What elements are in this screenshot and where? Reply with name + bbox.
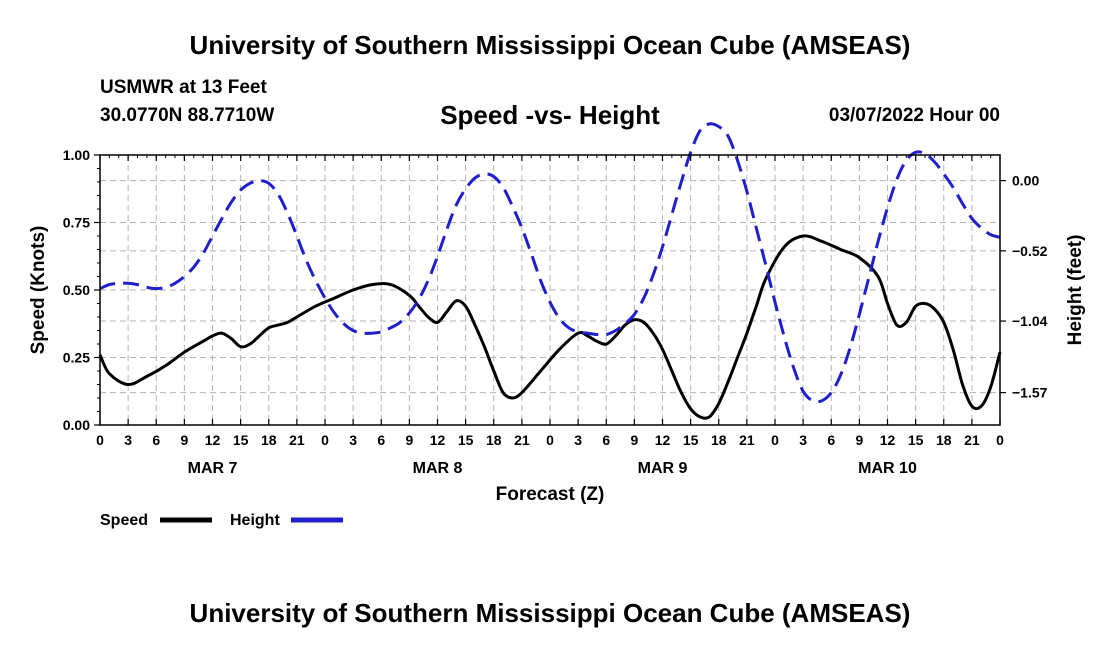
x-tick-label: 3: [124, 432, 132, 448]
x-tick-label: 6: [152, 432, 160, 448]
axes: 0 3 6 9 12 15 18 21 0 3 6 9 12 15 18 21 0 3 6 9 12 15 18 21 0 3 6 9…: [63, 147, 1048, 477]
y-tick-label-right: 0.00: [1012, 173, 1039, 189]
y-tick-label-right: −0.52: [1012, 243, 1048, 259]
x-tick-label: 0: [996, 432, 1004, 448]
day-label: MAR 10: [858, 460, 917, 477]
x-tick-label: 12: [655, 432, 671, 448]
x-tick-label: 0: [771, 432, 779, 448]
footer-title: University of Southern Mississippi Ocean…: [189, 598, 911, 628]
x-tick-label: 3: [349, 432, 357, 448]
series-layer: [98, 122, 1002, 420]
x-tick-label: 3: [574, 432, 582, 448]
legend-label-height: Height: [230, 512, 280, 529]
y-tick-label-right: −1.04: [1012, 313, 1048, 329]
series-line-speed: [98, 234, 1002, 420]
x-tick-label: 21: [289, 432, 305, 448]
day-label: MAR 9: [638, 460, 688, 477]
y-tick-label-left: 1.00: [63, 147, 90, 163]
x-tick-label: 0: [96, 432, 104, 448]
legend-label-speed: Speed: [100, 512, 148, 529]
x-tick-label: 18: [711, 432, 727, 448]
grid: [100, 155, 1000, 425]
series-line-height: [99, 122, 1001, 404]
y-tick-label-right: −1.57: [1012, 385, 1048, 401]
x-tick-label: 18: [936, 432, 952, 448]
y-tick-label-left: 0.25: [63, 350, 90, 366]
x-tick-label: 9: [630, 432, 638, 448]
x-tick-label: 12: [205, 432, 221, 448]
day-label: MAR 7: [188, 460, 238, 477]
main-title: University of Southern Mississippi Ocean…: [189, 30, 911, 60]
datetime-label: 03/07/2022 Hour 00: [828, 105, 1000, 126]
x-tick-label: 12: [880, 432, 896, 448]
x-tick-label: 18: [261, 432, 277, 448]
x-tick-label: 15: [908, 432, 924, 448]
x-tick-label: 0: [321, 432, 329, 448]
chart-title: Speed -vs- Height: [440, 100, 660, 130]
x-tick-label: 6: [377, 432, 385, 448]
x-tick-label: 15: [233, 432, 249, 448]
x-tick-label: 15: [683, 432, 699, 448]
right-axis-label: Height (feet): [1065, 235, 1086, 346]
y-tick-label-left: 0.00: [63, 417, 90, 433]
y-tick-label-left: 0.50: [63, 282, 90, 298]
x-tick-label: 21: [514, 432, 530, 448]
legend: Speed Height: [100, 512, 343, 529]
left-axis-label: Speed (Knots): [28, 226, 49, 355]
station-label: USMWR at 13 Feet: [100, 77, 267, 98]
coordinates-label: 30.0770N 88.7710W: [100, 105, 275, 126]
x-tick-label: 9: [855, 432, 863, 448]
x-tick-label: 9: [405, 432, 413, 448]
x-tick-label: 6: [827, 432, 835, 448]
x-tick-label: 9: [180, 432, 188, 448]
x-tick-label: 0: [546, 432, 554, 448]
x-tick-label: 21: [964, 432, 980, 448]
x-tick-label: 3: [799, 432, 807, 448]
y-tick-label-left: 0.75: [63, 215, 90, 231]
day-label: MAR 8: [413, 460, 463, 477]
x-tick-label: 6: [602, 432, 610, 448]
x-tick-label: 21: [739, 432, 755, 448]
x-axis-label: Forecast (Z): [496, 484, 605, 505]
x-tick-label: 12: [430, 432, 446, 448]
x-tick-label: 15: [458, 432, 474, 448]
x-tick-label: 18: [486, 432, 502, 448]
